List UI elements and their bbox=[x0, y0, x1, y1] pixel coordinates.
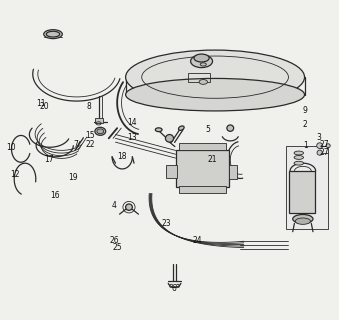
Text: 9: 9 bbox=[302, 106, 307, 115]
Text: 27: 27 bbox=[319, 140, 329, 149]
Text: 1: 1 bbox=[303, 141, 307, 150]
Text: 11: 11 bbox=[36, 99, 45, 108]
Ellipse shape bbox=[46, 31, 60, 37]
Ellipse shape bbox=[191, 55, 213, 68]
Text: 26: 26 bbox=[110, 236, 120, 245]
Text: 14: 14 bbox=[127, 118, 137, 127]
Text: 3: 3 bbox=[316, 133, 321, 142]
Ellipse shape bbox=[97, 129, 104, 134]
Text: 10: 10 bbox=[6, 143, 16, 152]
Text: 4: 4 bbox=[111, 201, 116, 210]
Text: 13: 13 bbox=[127, 132, 137, 141]
Text: 27: 27 bbox=[319, 148, 329, 156]
Text: 12: 12 bbox=[10, 170, 20, 179]
Bar bbox=[176, 150, 228, 187]
Ellipse shape bbox=[200, 63, 206, 66]
Text: 17: 17 bbox=[44, 155, 54, 164]
Circle shape bbox=[326, 144, 330, 148]
Text: 24: 24 bbox=[192, 236, 202, 245]
Text: 2: 2 bbox=[302, 120, 307, 130]
Bar bbox=[188, 73, 210, 82]
Bar bbox=[179, 187, 226, 193]
Bar bbox=[95, 118, 103, 123]
Text: 20: 20 bbox=[40, 102, 49, 111]
Ellipse shape bbox=[295, 218, 311, 224]
Bar bbox=[228, 165, 237, 179]
Text: 22: 22 bbox=[85, 140, 95, 149]
Bar bbox=[166, 165, 177, 178]
Ellipse shape bbox=[95, 127, 106, 135]
Text: 5: 5 bbox=[205, 124, 210, 133]
Text: 16: 16 bbox=[50, 191, 60, 200]
Ellipse shape bbox=[294, 156, 303, 159]
Ellipse shape bbox=[293, 214, 313, 223]
Text: 19: 19 bbox=[68, 173, 78, 182]
Ellipse shape bbox=[199, 80, 207, 84]
Circle shape bbox=[227, 125, 234, 131]
Ellipse shape bbox=[294, 151, 303, 155]
Ellipse shape bbox=[126, 50, 304, 104]
Text: 21: 21 bbox=[208, 155, 217, 164]
Circle shape bbox=[317, 143, 323, 148]
Text: 8: 8 bbox=[87, 102, 92, 111]
Ellipse shape bbox=[44, 30, 62, 39]
Ellipse shape bbox=[155, 128, 162, 132]
Ellipse shape bbox=[179, 126, 184, 130]
Ellipse shape bbox=[126, 78, 304, 111]
Ellipse shape bbox=[294, 161, 303, 165]
Bar bbox=[286, 146, 328, 228]
Circle shape bbox=[126, 204, 132, 210]
Circle shape bbox=[165, 134, 174, 142]
Text: 18: 18 bbox=[117, 152, 126, 161]
Text: 15: 15 bbox=[85, 131, 95, 140]
Ellipse shape bbox=[194, 54, 209, 62]
Bar bbox=[290, 171, 315, 212]
Circle shape bbox=[317, 150, 322, 155]
Text: 6: 6 bbox=[171, 284, 176, 292]
Bar bbox=[179, 143, 226, 150]
Text: 7: 7 bbox=[73, 140, 78, 149]
Text: 25: 25 bbox=[112, 243, 122, 252]
Text: 23: 23 bbox=[162, 219, 172, 228]
